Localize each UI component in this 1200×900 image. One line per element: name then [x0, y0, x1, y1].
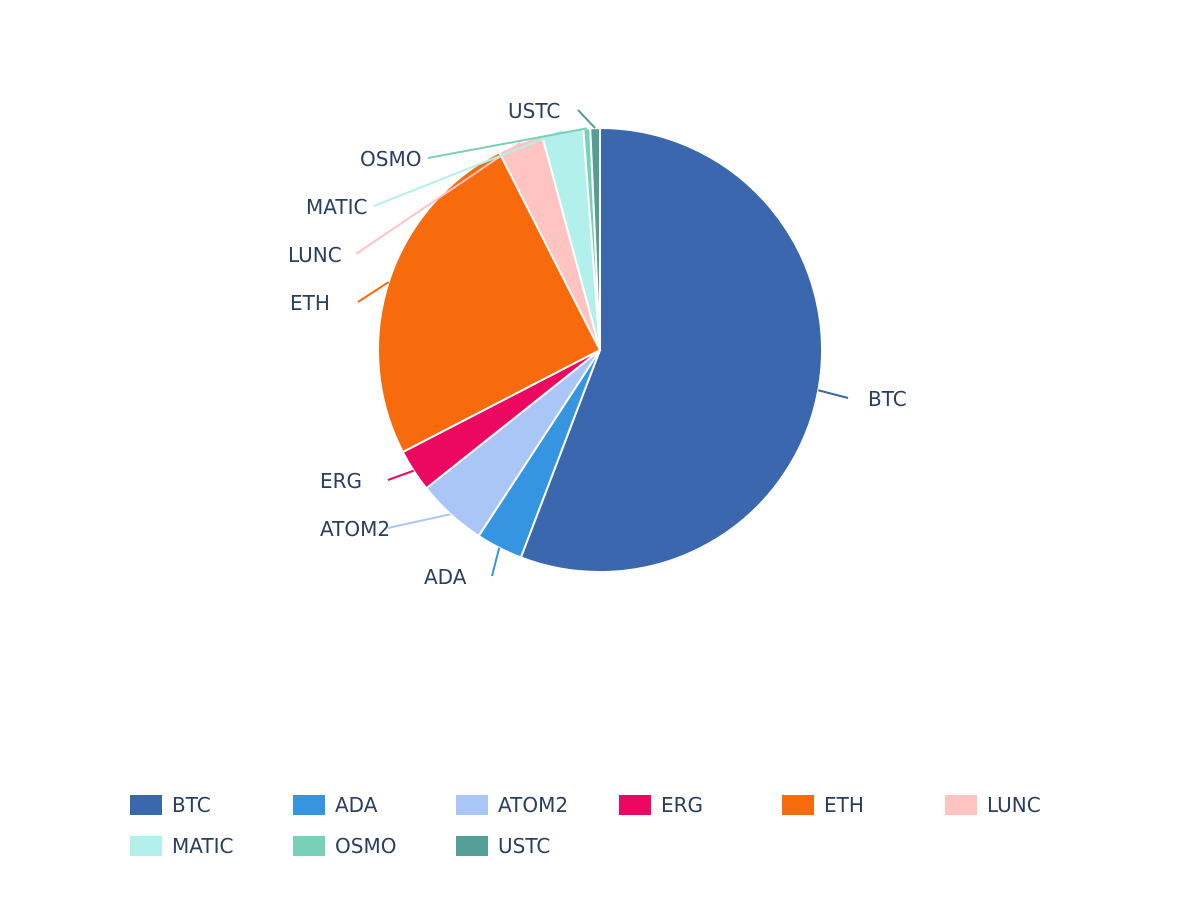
legend-swatch: [130, 795, 162, 815]
slice-label: ADA: [424, 565, 467, 589]
legend-swatch: [945, 795, 977, 815]
leader-line: [357, 281, 390, 303]
leader-line: [427, 127, 587, 159]
legend-label: BTC: [172, 793, 211, 817]
slice-label: USTC: [508, 99, 560, 123]
legend-item-btc[interactable]: BTC: [130, 793, 211, 817]
leader-line: [818, 389, 849, 399]
legend-label: ATOM2: [498, 793, 569, 817]
pie-slice-eth[interactable]: [377, 150, 602, 454]
leader-line: [373, 130, 563, 207]
leader-line: [355, 142, 521, 255]
legend-swatch: [456, 795, 488, 815]
legend-item-ustc[interactable]: USTC: [456, 834, 550, 858]
legend-label: ETH: [824, 793, 864, 817]
slice-label: ETH: [290, 291, 330, 315]
legend-item-erg[interactable]: ERG: [619, 793, 703, 817]
legend-swatch: [456, 836, 488, 856]
legend-item-atom2[interactable]: ATOM2: [456, 793, 568, 817]
legend-label: OSMO: [335, 834, 397, 858]
slice-label: OSMO: [360, 147, 421, 171]
pie-slice-btc[interactable]: [519, 126, 823, 573]
leader-line: [387, 469, 415, 481]
legend-swatch: [782, 795, 814, 815]
legend-label: USTC: [498, 834, 551, 858]
leader-line: [491, 547, 501, 577]
legend-item-ada[interactable]: ADA: [293, 793, 377, 817]
legend-swatch: [619, 795, 651, 815]
pie-slice-ustc[interactable]: [589, 126, 601, 351]
legend-label: LUNC: [987, 793, 1041, 817]
legend-label: ERG: [661, 793, 704, 817]
legend-swatch: [293, 836, 325, 856]
slice-label: LUNC: [288, 243, 342, 267]
leader-line: [577, 109, 596, 129]
legend-item-lunc[interactable]: LUNC: [945, 793, 1041, 817]
legend-item-eth[interactable]: ETH: [782, 793, 864, 817]
pie-chart: BTC ADA ATOM2 ERG ETH LUNC MATIC OSMO USTC: [288, 99, 907, 589]
slice-label: ERG: [320, 469, 362, 493]
legend-item-osmo[interactable]: OSMO: [293, 834, 396, 858]
legend-item-matic[interactable]: MATIC: [130, 834, 233, 858]
legend-swatch: [293, 795, 325, 815]
slice-label: ATOM2: [320, 517, 390, 541]
slice-label: BTC: [868, 387, 907, 411]
legend-swatch: [130, 836, 162, 856]
legend-label: ADA: [335, 793, 378, 817]
legend-label: MATIC: [172, 834, 234, 858]
slice-label: MATIC: [306, 195, 367, 219]
leader-line: [387, 513, 451, 529]
